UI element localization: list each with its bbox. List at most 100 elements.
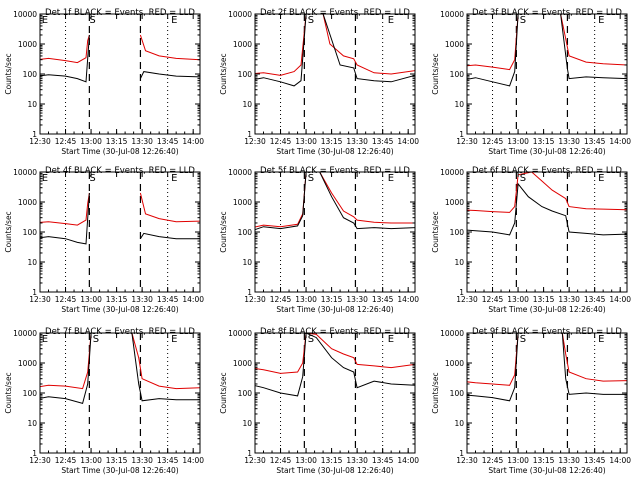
marker-label: E — [388, 173, 394, 184]
x-tick-label: 13:45 — [372, 295, 394, 304]
y-tick-label: 1000 — [233, 40, 252, 49]
panel-det-4: 1 10 100 1000 10000 12:30 12:45 13:00 13:15 13:30… — [4, 166, 204, 314]
plot-frame — [39, 171, 201, 293]
plot-frame — [466, 13, 628, 135]
panel-det-2: 1 10 100 1000 10000 12:30 12:45 13:00 13:15 13:30… — [219, 8, 419, 156]
series-line-events — [255, 14, 415, 87]
x-tick-label: 13:15 — [106, 137, 128, 146]
series-line-events — [255, 333, 415, 397]
x-tick-label: 13:30 — [558, 295, 580, 304]
y-tick-label: 1000 — [233, 198, 252, 207]
series-line-events — [467, 333, 627, 402]
y-tick-label: 1000 — [18, 198, 37, 207]
series-line-lld — [255, 333, 415, 374]
x-tick-label: 13:15 — [321, 137, 343, 146]
x-tick-label: 14:00 — [397, 137, 419, 146]
x-tick-label: 13:15 — [106, 456, 128, 465]
panel-title: Det 4f BLACK = Events, RED = LLD — [45, 166, 195, 176]
y-axis-label: Counts/sec — [4, 372, 13, 413]
series-line-lld — [40, 34, 90, 64]
y-tick-label: 10 — [27, 419, 37, 428]
y-tick-label: 1000 — [233, 359, 252, 368]
y-tick-label: 1000 — [445, 198, 464, 207]
series-line-lld — [467, 14, 627, 71]
y-tick-label: 1 — [247, 288, 252, 297]
y-axis-label: Counts/sec — [431, 372, 440, 413]
y-axis-label: Counts/sec — [219, 211, 228, 252]
marker-label: S — [308, 15, 314, 26]
x-tick-label: 13:00 — [295, 137, 317, 146]
y-tick-label: 10000 — [440, 168, 464, 177]
marker-label: S — [308, 334, 314, 345]
x-tick-label: 13:00 — [80, 137, 102, 146]
y-tick-label: 100 — [23, 389, 38, 398]
series-line-events — [40, 192, 90, 245]
x-tick-label: 13:30 — [131, 137, 153, 146]
series-line-lld — [255, 14, 415, 76]
plot-frame — [466, 332, 628, 454]
marker-label: S — [93, 334, 99, 345]
panel-title: Det 6f BLACK = Events, RED = LLD — [472, 166, 622, 176]
y-tick-label: 100 — [23, 228, 38, 237]
x-tick-label: 13:45 — [157, 137, 179, 146]
x-tick-label: 13:15 — [106, 295, 128, 304]
marker-label: E — [171, 334, 177, 345]
x-tick-label: 12:30 — [29, 456, 51, 465]
x-tick-label: 13:45 — [372, 456, 394, 465]
x-tick-label: 12:30 — [456, 137, 478, 146]
x-axis-label: Start Time (30-Jul-08 12:26:40) — [488, 147, 605, 156]
x-axis-label: Start Time (30-Jul-08 12:26:40) — [276, 305, 393, 314]
x-tick-label: 13:30 — [346, 295, 368, 304]
series-line-lld — [40, 192, 90, 226]
y-tick-label: 1 — [459, 449, 464, 458]
x-axis-label: Start Time (30-Jul-08 12:26:40) — [61, 147, 178, 156]
y-tick-label: 10 — [242, 258, 252, 267]
y-tick-label: 10000 — [13, 10, 37, 19]
series-line-lld — [255, 172, 415, 228]
x-axis-label: Start Time (30-Jul-08 12:26:40) — [488, 305, 605, 314]
x-tick-label: 13:30 — [558, 456, 580, 465]
marker-label: S — [520, 173, 526, 184]
x-tick-label: 12:45 — [270, 137, 292, 146]
marker-label: S — [89, 173, 95, 184]
x-tick-label: 13:45 — [584, 137, 606, 146]
y-tick-label: 100 — [238, 389, 253, 398]
panel-title: Det 9f BLACK = Events, RED = LLD — [472, 327, 622, 337]
x-axis-label: Start Time (30-Jul-08 12:26:40) — [61, 466, 178, 475]
panel-title: Det 7f BLACK = Events, RED = LLD — [45, 327, 195, 337]
x-tick-label: 14:00 — [397, 295, 419, 304]
y-tick-label: 1 — [247, 130, 252, 139]
y-axis-label: Counts/sec — [4, 53, 13, 94]
x-tick-label: 12:45 — [270, 295, 292, 304]
panel-title: Det 8f BLACK = Events, RED = LLD — [260, 327, 410, 337]
x-tick-label: 13:45 — [584, 295, 606, 304]
y-axis-label: Counts/sec — [4, 211, 13, 252]
y-tick-label: 10 — [454, 100, 464, 109]
x-tick-label: 13:30 — [346, 456, 368, 465]
y-tick-label: 10 — [454, 419, 464, 428]
x-tick-label: 12:45 — [55, 456, 77, 465]
y-tick-label: 10 — [454, 258, 464, 267]
series-line-lld — [139, 34, 200, 61]
panel-det-6: 1 10 100 1000 10000 12:30 12:45 13:00 13:15 13:30… — [431, 166, 631, 314]
panel-title: Det 3f BLACK = Events, RED = LLD — [472, 8, 622, 18]
y-axis-label: Counts/sec — [219, 372, 228, 413]
panel-title: Det 5f BLACK = Events, RED = LLD — [260, 166, 410, 176]
x-tick-label: 14:00 — [182, 295, 204, 304]
y-tick-label: 100 — [238, 70, 253, 79]
x-tick-label: 14:00 — [182, 137, 204, 146]
y-tick-label: 10000 — [440, 329, 464, 338]
panel-det-1: 1 10 100 1000 10000 12:30 12:45 13:00 13:15 13:30… — [4, 8, 204, 156]
x-tick-label: 12:45 — [55, 137, 77, 146]
panel-det-8: 1 10 100 1000 10000 12:30 12:45 13:00 13:15 13:30… — [219, 327, 419, 475]
x-tick-label: 13:00 — [295, 456, 317, 465]
marker-label: E — [42, 15, 48, 26]
y-tick-label: 1 — [247, 449, 252, 458]
series-line-lld — [139, 192, 200, 223]
y-axis-label: Counts/sec — [431, 53, 440, 94]
x-tick-label: 12:45 — [270, 456, 292, 465]
series-line-lld — [40, 333, 200, 390]
panel-det-9: 1 10 100 1000 10000 12:30 12:45 13:00 13:15 13:30… — [431, 327, 631, 475]
plot-frame — [39, 332, 201, 454]
panel-title: Det 2f BLACK = Events, RED = LLD — [260, 8, 410, 18]
